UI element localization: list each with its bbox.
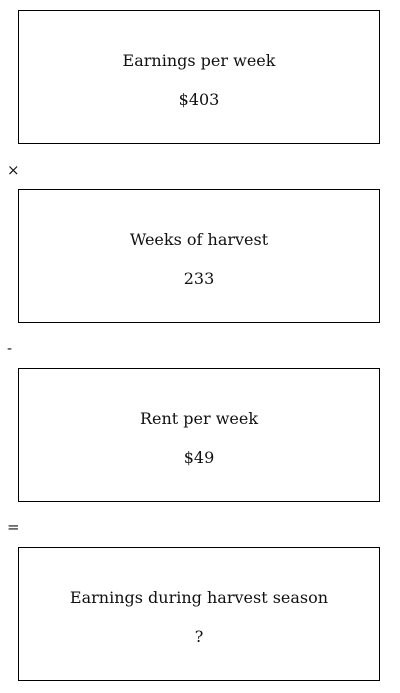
earnings-per-week-box: Earnings per week $403 <box>18 10 380 144</box>
subtract-operator: - <box>7 339 13 357</box>
box-label: Weeks of harvest <box>129 230 269 249</box>
box-label: Earnings per week <box>122 51 276 70</box>
box-value: $403 <box>178 90 220 109</box>
box-value: $49 <box>183 448 215 467</box>
equals-operator: = <box>7 518 20 536</box>
earnings-during-harvest-season-box: Earnings during harvest season ? <box>18 547 380 681</box>
rent-per-week-box: Rent per week $49 <box>18 368 380 502</box>
box-value: ? <box>194 627 204 646</box>
multiply-operator: × <box>7 161 20 179</box>
weeks-of-harvest-box: Weeks of harvest 233 <box>18 189 380 323</box>
box-value: 233 <box>183 269 215 288</box>
box-label: Earnings during harvest season <box>69 588 329 607</box>
box-label: Rent per week <box>139 409 259 428</box>
